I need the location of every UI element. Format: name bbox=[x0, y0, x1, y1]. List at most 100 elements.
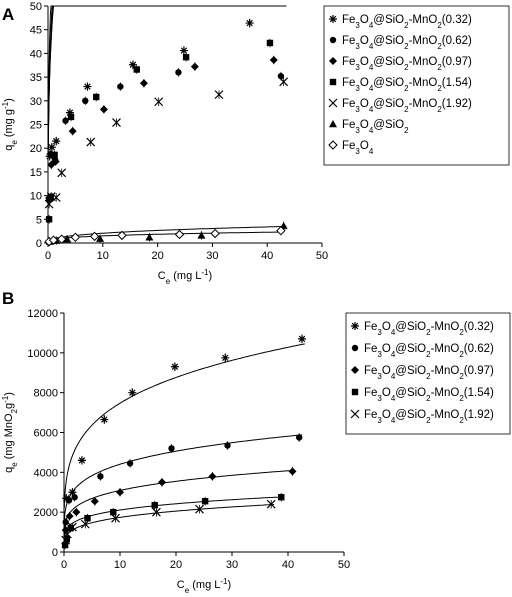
y-tick-label: 15 bbox=[30, 167, 42, 179]
data-point bbox=[65, 108, 74, 117]
x-tick-label: 50 bbox=[338, 559, 350, 571]
y-tick-label: 12000 bbox=[27, 308, 58, 320]
fit-curve-series-3 bbox=[47, 5, 277, 150]
series-5-points bbox=[61, 499, 276, 545]
y-tick-label: 2000 bbox=[34, 507, 58, 519]
x-tick-label: 40 bbox=[261, 250, 273, 262]
data-point bbox=[174, 229, 185, 240]
legend-marker bbox=[351, 388, 359, 396]
data-point bbox=[195, 504, 204, 514]
y-tick-label: 6000 bbox=[34, 428, 58, 440]
legend-marker bbox=[351, 344, 359, 352]
data-point bbox=[93, 93, 100, 101]
legend-label: Fe3O4@SiO2-MnO2(1.92) bbox=[364, 409, 494, 425]
fit-curve-series-5 bbox=[63, 504, 275, 543]
series-7-points bbox=[44, 225, 286, 247]
fit-curve-series-2 bbox=[47, 5, 284, 147]
data-point bbox=[112, 118, 121, 128]
panel-label: B bbox=[2, 289, 14, 308]
legend-marker bbox=[328, 98, 338, 108]
data-point bbox=[67, 113, 75, 121]
data-point bbox=[151, 507, 161, 517]
x-tick-label: 20 bbox=[151, 250, 163, 262]
data-point bbox=[277, 72, 285, 80]
data-point bbox=[80, 519, 90, 529]
y-tick-label: 10000 bbox=[27, 348, 58, 360]
data-point bbox=[86, 137, 96, 147]
data-point bbox=[182, 53, 190, 61]
data-point bbox=[70, 232, 81, 243]
data-point bbox=[296, 434, 303, 441]
fit-curve-series-4 bbox=[63, 496, 285, 538]
data-point bbox=[128, 60, 137, 69]
data-point bbox=[61, 541, 69, 549]
series-4-points bbox=[61, 492, 285, 550]
y-tick-label: 25 bbox=[30, 120, 42, 132]
data-point bbox=[168, 445, 175, 452]
series-2-points bbox=[45, 68, 285, 204]
data-point bbox=[99, 105, 108, 114]
legend-label: Fe3O4@SiO2-MnO2(1.54) bbox=[364, 387, 494, 403]
y-tick-label: 8000 bbox=[34, 388, 58, 400]
y-tick-label: 4000 bbox=[34, 467, 58, 479]
data-point bbox=[62, 518, 69, 526]
fit-curve-series-1 bbox=[63, 343, 305, 509]
y-tick-label: 0 bbox=[52, 547, 58, 559]
data-point bbox=[221, 353, 230, 362]
data-point bbox=[72, 508, 81, 517]
data-point bbox=[68, 127, 77, 136]
fit-curve-series-7 bbox=[47, 231, 284, 242]
data-point bbox=[47, 143, 56, 152]
data-point bbox=[170, 362, 179, 371]
data-point bbox=[51, 157, 60, 166]
chart-panel-a: A 0 10 20 30 40 50 0 5 10 15 20 25 30 35 40 45 50 Ce (mg L… bbox=[1, 1, 510, 286]
legend-label: Fe3O4@SiO2-MnO2(0.62) bbox=[364, 343, 494, 359]
data-point bbox=[151, 501, 158, 509]
data-point bbox=[117, 83, 124, 90]
series-1-points bbox=[62, 334, 306, 503]
data-point bbox=[111, 513, 120, 523]
series-3-points bbox=[45, 55, 278, 203]
legend-marker bbox=[329, 120, 337, 128]
data-point bbox=[67, 522, 77, 532]
x-axis-label: Ce (mg L-1) bbox=[177, 577, 231, 595]
data-point bbox=[210, 228, 220, 239]
legend-marker bbox=[329, 36, 337, 44]
x-axis-label: Ce (mg L-1) bbox=[158, 268, 212, 286]
data-point bbox=[288, 467, 297, 476]
y-tick-label: 50 bbox=[30, 1, 42, 13]
data-point bbox=[63, 235, 72, 243]
data-point bbox=[71, 494, 78, 501]
data-point bbox=[245, 19, 254, 28]
panel-label: A bbox=[2, 5, 14, 24]
series-2-points bbox=[62, 433, 303, 527]
legend-label: Fe3O4@SiO2-MnO2(0.97) bbox=[364, 365, 494, 381]
legend-box bbox=[345, 312, 511, 435]
y-tick-label: 10 bbox=[30, 191, 42, 203]
fit-curve-series-1 bbox=[47, 5, 253, 125]
y-tick-label: 40 bbox=[30, 48, 42, 60]
data-point bbox=[100, 415, 109, 424]
data-point bbox=[158, 478, 166, 487]
chart-panel-b: B 0 10 20 30 40 50 0 2000 4000 6000 8000 10000 12000 C… bbox=[1, 289, 511, 595]
data-point bbox=[175, 69, 182, 76]
legend-marker bbox=[351, 366, 359, 374]
legend: Fe3O4@SiO2-MnO2(0.32) Fe3O4@SiO2-MnO2(0.6… bbox=[345, 312, 511, 435]
x-tick-label: 10 bbox=[114, 559, 126, 571]
data-point bbox=[269, 56, 278, 65]
x-tick-label: 30 bbox=[226, 559, 238, 571]
data-point bbox=[44, 199, 54, 209]
data-point bbox=[110, 508, 117, 516]
y-axis-label: qe (mg MnO2g-1) bbox=[1, 392, 19, 473]
data-point bbox=[145, 233, 154, 241]
data-point bbox=[197, 231, 206, 239]
data-point bbox=[128, 388, 137, 397]
legend-label: Fe3O4@SiO2-MnO2(0.32) bbox=[364, 321, 494, 337]
data-point bbox=[117, 230, 127, 241]
data-point bbox=[126, 460, 134, 467]
x-tick-label: 10 bbox=[97, 250, 109, 262]
y-axis-label: qe (mg g-1) bbox=[1, 98, 19, 151]
data-point bbox=[190, 62, 199, 71]
data-point bbox=[83, 82, 92, 91]
